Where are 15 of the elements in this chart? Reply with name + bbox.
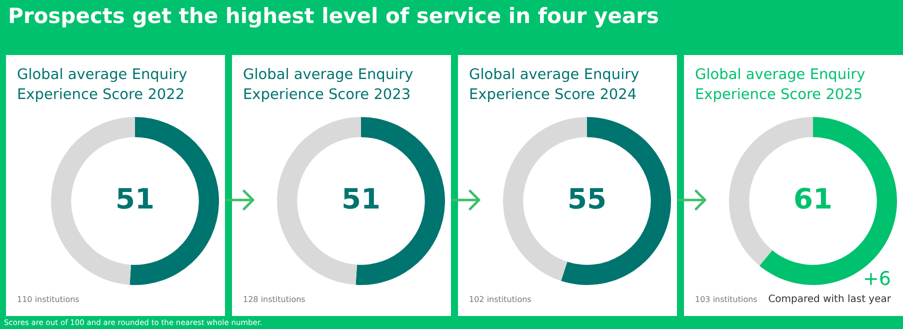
data-label: 55 [568, 182, 606, 216]
data-label: 51 [116, 182, 154, 216]
chart-title: Global average Enquiry Experience Score 2023 [243, 66, 414, 105]
text: Compared with last year [768, 294, 891, 305]
chart-title: Global average Enquiry Experience Score 2022 [17, 66, 188, 105]
data-label: 61 [794, 182, 832, 216]
text: 110 institutions [17, 295, 80, 304]
text: Prospects get the highest level of service in four years [8, 4, 659, 28]
text: 128 institutions [243, 295, 306, 304]
chart-title: Global average Enquiry Experience Score 2024 [469, 66, 640, 105]
text: +6 [862, 268, 891, 290]
chart-title: Global average Enquiry Experience Score 2025 [695, 66, 866, 105]
text: 103 institutions [695, 295, 758, 304]
text: 102 institutions [469, 295, 532, 304]
data-label: 51 [342, 182, 380, 216]
